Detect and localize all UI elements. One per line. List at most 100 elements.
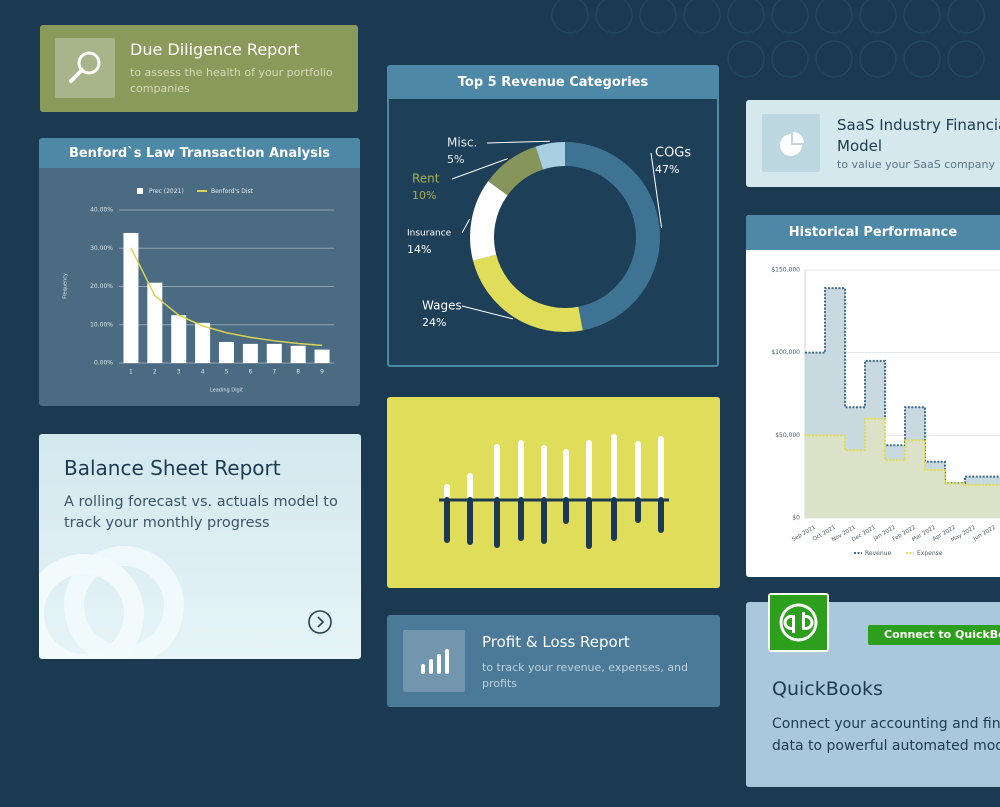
card-subtitle: to track your revenue, expenses, and pro… bbox=[482, 661, 689, 690]
card-title: Benford`s Law Transaction Analysis bbox=[39, 138, 360, 168]
segment-value: 47% bbox=[655, 163, 679, 176]
card-title: QuickBooks bbox=[772, 678, 883, 700]
leader-line bbox=[451, 158, 509, 180]
x-tick-label: 9 bbox=[320, 369, 324, 376]
balance-sheet-card[interactable]: Balance Sheet Report A rolling forecast … bbox=[39, 434, 361, 659]
segment-value: 14% bbox=[407, 243, 431, 256]
donut-segment bbox=[488, 146, 544, 196]
y-tick-label: 40.00% bbox=[90, 207, 113, 214]
donut-segment bbox=[470, 181, 508, 261]
segment-label: Insurance bbox=[407, 229, 452, 239]
bar bbox=[171, 315, 187, 363]
bar bbox=[219, 341, 234, 363]
due-diligence-card[interactable]: Due Diligence Report to assess the healt… bbox=[40, 25, 358, 112]
area-step bbox=[945, 483, 965, 518]
y-tick-label: $150,000 bbox=[771, 267, 800, 274]
legend-label: Prec (2021) bbox=[149, 188, 184, 195]
segment-value: 5% bbox=[447, 153, 464, 166]
x-tick-label: 3 bbox=[177, 369, 181, 376]
area-step bbox=[805, 435, 825, 518]
y-tick-label: $0 bbox=[792, 515, 800, 522]
quickbooks-logo bbox=[768, 593, 829, 652]
y-axis-title: Frequency bbox=[63, 273, 69, 299]
donut-chart: COGs 47% Wages 24% Insurance 14% Rent 10% Misc. 5… bbox=[407, 136, 691, 332]
bar bbox=[290, 345, 306, 363]
leader-line bbox=[461, 305, 514, 320]
bar bbox=[242, 343, 258, 363]
step-outline bbox=[805, 417, 1000, 486]
card-title: Profit & Loss Report bbox=[482, 633, 630, 651]
benford-chart: 0.00% 10.00% 20.00% 30.00% 40.00% Frequency Le… bbox=[63, 188, 334, 394]
x-tick-label: 5 bbox=[225, 369, 229, 376]
segment-label: Wages bbox=[422, 299, 462, 313]
illustration-card bbox=[387, 397, 720, 588]
card-title: Historical Performance bbox=[746, 215, 1000, 250]
y-tick-label: 20.00% bbox=[90, 283, 113, 290]
y-tick-label: $100,000 bbox=[771, 349, 800, 356]
background-pattern bbox=[551, 0, 985, 78]
area-step bbox=[965, 484, 985, 518]
bars-icon bbox=[403, 630, 465, 692]
card-subtitle: to value your SaaS company bbox=[837, 158, 995, 171]
rings-decoration bbox=[39, 546, 332, 659]
bar bbox=[266, 343, 282, 363]
legend-swatch bbox=[137, 188, 143, 194]
segment-value: 10% bbox=[412, 189, 436, 202]
y-tick-label: 30.00% bbox=[90, 245, 113, 252]
donut-segment bbox=[565, 142, 661, 331]
area-step bbox=[925, 470, 945, 518]
donut-segment bbox=[535, 142, 565, 170]
area-step bbox=[905, 440, 925, 518]
area-step bbox=[845, 450, 865, 518]
x-tick-label: Jun 2022 bbox=[972, 525, 997, 543]
y-tick-label: 0.00% bbox=[94, 360, 113, 367]
card-title: SaaS Industry Financial Model bbox=[837, 116, 1000, 155]
donut-segment bbox=[472, 254, 583, 332]
bar-illustration bbox=[439, 434, 669, 549]
area-step bbox=[825, 435, 845, 518]
benford-card: Benford`s Law Transaction Analysis 0.00%… bbox=[39, 138, 360, 406]
segment-value: 24% bbox=[422, 316, 446, 329]
card-description: Connect your accounting and financial da… bbox=[772, 716, 1000, 754]
area-step bbox=[985, 484, 1000, 518]
saas-card[interactable]: SaaS Industry Financial Model to value y… bbox=[746, 100, 1000, 187]
segment-label: Rent bbox=[412, 172, 440, 186]
y-tick-label: $50,000 bbox=[775, 432, 800, 439]
connect-button[interactable]: Connect to QuickBooks bbox=[868, 625, 1000, 645]
y-tick-label: 10.00% bbox=[90, 321, 113, 328]
segment-label: Misc. bbox=[447, 136, 477, 150]
search-icon bbox=[55, 38, 115, 98]
line bbox=[130, 247, 323, 347]
segment-label: COGs bbox=[655, 146, 691, 161]
area-step bbox=[885, 460, 905, 518]
x-tick-label: 2 bbox=[153, 369, 157, 376]
x-tick-label: 8 bbox=[296, 369, 300, 376]
card-subtitle: A rolling forecast vs. actuals model to … bbox=[64, 494, 338, 531]
x-tick-label: 4 bbox=[201, 369, 205, 376]
leader-line bbox=[461, 218, 471, 234]
legend-label: Expense bbox=[917, 550, 943, 557]
open-button[interactable] bbox=[307, 609, 333, 635]
leader-line bbox=[486, 140, 550, 144]
x-axis-title: Leading Digit bbox=[210, 388, 243, 394]
area-step bbox=[865, 418, 885, 518]
bar bbox=[147, 282, 163, 363]
card-title: Balance Sheet Report bbox=[64, 456, 281, 480]
x-tick-label: 1 bbox=[129, 369, 133, 376]
card-title: Top 5 Revenue Categories bbox=[389, 67, 717, 99]
bar bbox=[123, 232, 139, 363]
x-tick-label: 7 bbox=[272, 369, 276, 376]
leader-line bbox=[650, 152, 663, 228]
revenue-categories-card: Top 5 Revenue Categories COGs 47% Wages 24%… bbox=[387, 65, 719, 367]
bar bbox=[195, 322, 211, 363]
card-subtitle: to assess the health of your portfolio c… bbox=[130, 66, 333, 95]
card-title: Due Diligence Report bbox=[130, 40, 300, 59]
profit-loss-card[interactable]: Profit & Loss Report to track your reven… bbox=[387, 615, 720, 707]
x-tick-label: 6 bbox=[248, 369, 252, 376]
historical-card: Historical Performance $0 $50,000 $100,000… bbox=[746, 215, 1000, 577]
legend-label: Revenue bbox=[865, 550, 891, 557]
bar bbox=[314, 349, 330, 363]
pie-icon bbox=[762, 114, 820, 172]
